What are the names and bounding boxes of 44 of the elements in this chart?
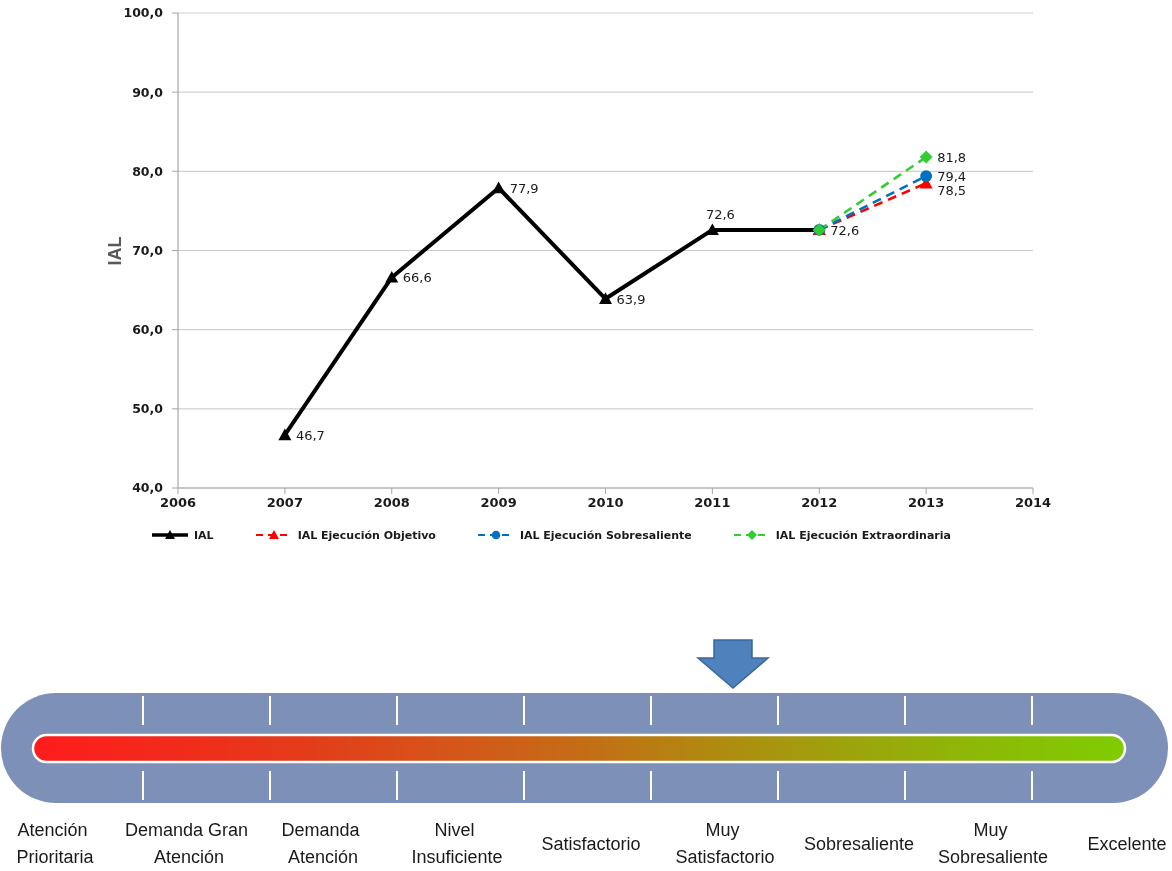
- y-tick-label: 80,0: [132, 163, 164, 179]
- category-label: Muy Satisfactorio: [675, 820, 775, 867]
- category-label: Atención Prioritaria: [16, 820, 95, 867]
- category-label: Sobresaliente: [803, 834, 915, 854]
- legend-label: IAL Ejecución Objetivo: [297, 528, 436, 542]
- point: [919, 150, 933, 164]
- x-tick-label: 2010: [587, 495, 624, 511]
- legend-label: IAL: [194, 528, 214, 542]
- point: [278, 428, 292, 441]
- data-label: 81,8: [937, 150, 967, 166]
- data-label: 78,5: [937, 183, 967, 199]
- y-tick-label: 50,0: [132, 401, 164, 417]
- y-axis-title: IAL: [104, 236, 126, 265]
- x-tick-label: 2007: [266, 495, 303, 511]
- x-tick-label: 2012: [801, 495, 838, 511]
- data-label: 79,4: [937, 169, 967, 185]
- legend-label: IAL Ejecución Sobresaliente: [519, 528, 692, 542]
- data-label: 63,9: [616, 291, 646, 307]
- data-label: 72,6: [705, 206, 735, 222]
- y-tick-label: 60,0: [132, 322, 164, 338]
- x-tick-label: 2013: [908, 495, 945, 511]
- point: [599, 292, 612, 304]
- category-label: Demanda Gran Atención: [124, 820, 254, 867]
- x-tick-label: 2008: [373, 495, 410, 511]
- data-label: 46,7: [295, 427, 325, 443]
- category-label: Excelente: [1087, 834, 1167, 854]
- category-label: Demanda Atención: [281, 820, 365, 867]
- point: [385, 270, 399, 283]
- x-tick-label: 2011: [694, 495, 731, 511]
- x-tick-label: 2009: [480, 495, 517, 511]
- x-tick-label: 2006: [159, 495, 197, 511]
- data-label: 66,6: [402, 270, 432, 286]
- data-label: 77,9: [509, 180, 539, 196]
- y-tick-label: 100,0: [123, 5, 164, 21]
- x-tick-label: 2014: [1014, 495, 1052, 511]
- category-label: Nivel Insuficiente: [411, 820, 503, 867]
- category-label: Satisfactorio: [541, 834, 641, 854]
- category-label: Muy Sobresaliente: [937, 820, 1049, 867]
- y-tick-label: 70,0: [132, 242, 164, 258]
- y-tick-label: 90,0: [132, 84, 164, 100]
- point: [492, 181, 506, 194]
- legend-label: IAL Ejecución Extraordinaria: [775, 528, 951, 542]
- y-tick-label: 40,0: [132, 480, 164, 496]
- data-label: 72,6: [830, 222, 860, 238]
